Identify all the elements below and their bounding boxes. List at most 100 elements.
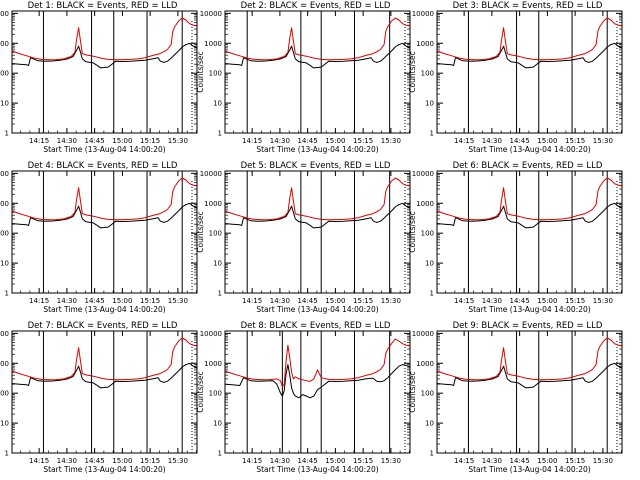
- x-tick-label: 15:00: [537, 297, 557, 305]
- x-tick-label: 15:00: [537, 137, 557, 145]
- x-axis-label: Start Time (13-Aug-04 14:00:20): [468, 145, 590, 154]
- y-tick-label: 1: [218, 290, 222, 298]
- x-tick-label: 15:30: [168, 137, 188, 145]
- panel-title: Det 5: BLACK = Events, RED = LLD: [241, 161, 391, 171]
- y-tick-label: 1: [430, 290, 434, 298]
- y-tick-label: 10: [213, 100, 222, 108]
- detector-panel-4: Det 4: BLACK = Events, RED = LLD 1 10 100 10…: [0, 161, 198, 314]
- detector-panel-2: Det 2: BLACK = Events, RED = LLD 1 10 100 10…: [196, 1, 411, 154]
- y-axis-label: Counts/sec: [196, 51, 205, 92]
- y-tick-label: 10000: [200, 330, 222, 338]
- x-tick-label: 15:30: [593, 297, 613, 305]
- panel-title: Det 6: BLACK = Events, RED = LLD: [453, 161, 603, 171]
- x-tick-label: 14:45: [298, 137, 318, 145]
- series-events-line: [436, 362, 623, 389]
- panel-title: Det 9: BLACK = Events, RED = LLD: [453, 321, 603, 331]
- x-tick-label: 15:00: [325, 457, 345, 465]
- y-tick-label: 1000: [416, 360, 434, 368]
- detector-panel-9: Det 9: BLACK = Events, RED = LLD 1 10 100 10…: [408, 321, 623, 474]
- y-tick-label: 1000: [416, 40, 434, 48]
- x-tick-label: 14:45: [510, 297, 530, 305]
- x-tick-label: 14:45: [85, 137, 105, 145]
- x-tick-label: 15:30: [381, 137, 401, 145]
- x-tick-label: 14:15: [454, 137, 474, 145]
- series-events-line: [11, 362, 198, 389]
- x-tick-label: 15:15: [140, 297, 160, 305]
- x-tick-label: 15:30: [381, 297, 401, 305]
- x-tick-label: 14:45: [85, 297, 105, 305]
- y-tick-label: 1: [430, 450, 434, 458]
- series-lld-line: [11, 17, 198, 61]
- plot-frame: [11, 170, 198, 294]
- y-tick-label: 1: [5, 130, 9, 138]
- y-tick-label: 100: [0, 230, 9, 238]
- series-lld-line: [11, 177, 198, 221]
- x-axis-label: Start Time (13-Aug-04 14:00:20): [256, 465, 378, 474]
- x-tick-label: 15:15: [353, 137, 373, 145]
- panel-title: Det 1: BLACK = Events, RED = LLD: [28, 1, 178, 11]
- y-tick-label: 10000: [0, 330, 9, 338]
- x-tick-label: 15:15: [353, 457, 373, 465]
- y-tick-label: 10: [213, 420, 222, 428]
- plot-frame: [11, 330, 198, 454]
- y-tick-label: 100: [209, 390, 222, 398]
- panel-title: Det 4: BLACK = Events, RED = LLD: [28, 161, 178, 171]
- x-tick-label: 15:15: [353, 297, 373, 305]
- detector-panel-8: Det 8: BLACK = Events, RED = LLD 1 10 100 10…: [196, 321, 411, 474]
- detector-panel-6: Det 6: BLACK = Events, RED = LLD 1 10 100 10…: [408, 161, 623, 314]
- series-events-line: [11, 42, 198, 69]
- panel-title: Det 2: BLACK = Events, RED = LLD: [241, 1, 391, 11]
- y-tick-label: 1000: [416, 200, 434, 208]
- detector-panel-5: Det 5: BLACK = Events, RED = LLD 1 10 100 10…: [196, 161, 411, 314]
- y-tick-label: 1000: [0, 360, 9, 368]
- x-tick-label: 14:45: [510, 457, 530, 465]
- x-axis-label: Start Time (13-Aug-04 14:00:20): [43, 145, 165, 154]
- x-tick-label: 15:00: [325, 137, 345, 145]
- series-lld-line: [224, 17, 411, 61]
- x-tick-label: 14:45: [85, 457, 105, 465]
- y-tick-label: 10000: [0, 170, 9, 178]
- x-tick-label: 14:30: [482, 137, 502, 145]
- x-tick-label: 14:30: [57, 137, 77, 145]
- y-tick-label: 100: [421, 70, 434, 78]
- x-tick-label: 14:15: [29, 137, 49, 145]
- y-tick-label: 1: [5, 290, 9, 298]
- plot-frame: [436, 170, 623, 294]
- y-tick-label: 100: [421, 230, 434, 238]
- series-events-line: [224, 364, 411, 399]
- x-tick-label: 14:30: [270, 297, 290, 305]
- y-axis-label: Counts/sec: [196, 371, 205, 412]
- x-tick-label: 15:00: [112, 297, 132, 305]
- y-tick-label: 1: [218, 130, 222, 138]
- y-tick-label: 10: [0, 260, 9, 268]
- panel-title: Det 3: BLACK = Events, RED = LLD: [453, 1, 603, 11]
- x-tick-label: 15:15: [140, 137, 160, 145]
- x-tick-label: 15:15: [565, 457, 585, 465]
- x-tick-label: 15:00: [112, 137, 132, 145]
- x-tick-label: 14:15: [29, 457, 49, 465]
- series-events-line: [224, 202, 411, 229]
- y-tick-label: 10000: [0, 10, 9, 18]
- y-tick-label: 100: [209, 70, 222, 78]
- series-lld-line: [224, 177, 411, 221]
- panel-title: Det 8: BLACK = Events, RED = LLD: [241, 321, 391, 331]
- y-axis-label: Counts/sec: [196, 211, 205, 252]
- y-tick-label: 100: [421, 390, 434, 398]
- y-tick-label: 10: [213, 260, 222, 268]
- x-axis-label: Start Time (13-Aug-04 14:00:20): [43, 305, 165, 314]
- x-tick-label: 15:15: [140, 457, 160, 465]
- y-tick-label: 1000: [204, 360, 222, 368]
- y-tick-label: 10000: [412, 330, 434, 338]
- y-tick-label: 10: [425, 420, 434, 428]
- y-tick-label: 1000: [0, 40, 9, 48]
- plot-frame: [436, 330, 623, 454]
- x-tick-label: 14:30: [482, 297, 502, 305]
- y-tick-label: 1000: [204, 40, 222, 48]
- y-tick-label: 10: [0, 420, 9, 428]
- x-axis-label: Start Time (13-Aug-04 14:00:20): [256, 145, 378, 154]
- x-tick-label: 15:30: [381, 457, 401, 465]
- plot-frame: [224, 10, 411, 134]
- x-axis-label: Start Time (13-Aug-04 14:00:20): [43, 465, 165, 474]
- series-events-line: [436, 42, 623, 69]
